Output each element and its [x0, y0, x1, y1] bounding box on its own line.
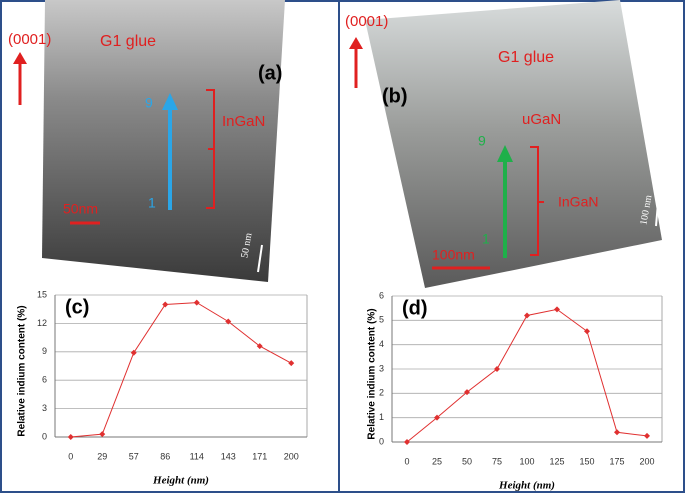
arrow-head	[162, 93, 178, 110]
direction-label: (0001)	[345, 13, 388, 30]
glue-label: G1 glue	[100, 33, 156, 50]
y-tick-label: 12	[37, 318, 47, 328]
x-tick-label: 150	[579, 456, 594, 466]
data-line	[406, 308, 648, 443]
y-axis-label: Relative indium content (%)	[367, 308, 378, 439]
x-tick-label: 75	[492, 456, 502, 466]
y-tick-label: 0	[379, 436, 384, 446]
scale-bar	[257, 244, 263, 273]
y-tick-label: 9	[42, 346, 47, 356]
data-point	[434, 414, 440, 421]
x-tick-label: 200	[284, 451, 299, 461]
x-tick-label: 200	[639, 456, 654, 466]
bracket	[530, 146, 544, 256]
x-tick-label: 171	[252, 451, 267, 461]
x-tick-label: 175	[609, 456, 624, 466]
y-axis-label: Relative indium content (%)	[17, 305, 28, 436]
x-tick-label: 125	[549, 456, 564, 466]
tem-image	[42, 0, 285, 282]
y-tick-label: 3	[42, 403, 47, 413]
scale-bar	[655, 179, 661, 227]
data-point	[130, 349, 137, 356]
bracket	[206, 89, 215, 209]
x-tick-label: 29	[97, 451, 107, 461]
y-tick-label: 0	[42, 431, 47, 441]
x-tick-label: 100	[519, 456, 534, 466]
scale-label: 100nm	[432, 247, 475, 263]
y-tick-label: 2	[379, 388, 384, 398]
x-tick-label: 0	[68, 451, 73, 461]
x-tick-label: 86	[160, 451, 170, 461]
data-point	[225, 318, 232, 325]
x-axis-label: Height (nm)	[152, 475, 209, 487]
data-point	[193, 299, 200, 306]
chart-title: (d)	[402, 297, 428, 319]
tem-image	[365, 0, 662, 288]
x-tick-label: 50	[462, 456, 472, 466]
arrow-head	[497, 145, 513, 162]
data-point	[614, 429, 620, 436]
y-tick-label: 5	[379, 315, 384, 325]
scale-label: 50nm	[63, 201, 98, 217]
cap-label: uGaN	[522, 111, 561, 128]
x-tick-label: 143	[221, 451, 236, 461]
data-point	[584, 328, 590, 335]
bottom-mark: 1	[482, 231, 490, 247]
data-line	[70, 302, 292, 438]
data-point	[554, 306, 560, 313]
layer-label: InGaN	[558, 194, 598, 210]
scale-bar-label: 100 nm	[638, 194, 654, 226]
y-tick-label: 4	[379, 339, 384, 349]
y-tick-label: 15	[37, 289, 47, 299]
data-point	[464, 389, 470, 396]
chart-title: (c)	[65, 296, 89, 318]
scale-bar-label: 50 nm	[239, 232, 254, 259]
data-point	[494, 366, 500, 372]
direction-label: (0001)	[8, 31, 51, 48]
x-tick-label: 57	[129, 451, 139, 461]
x-tick-label: 114	[190, 451, 204, 461]
data-point	[288, 360, 295, 367]
arrow-head	[349, 37, 363, 49]
y-tick-label: 3	[379, 363, 384, 373]
x-tick-label: 25	[432, 456, 442, 466]
panel-label: (b)	[382, 85, 408, 107]
arrow-head	[13, 52, 27, 64]
top-mark: 9	[478, 133, 486, 149]
data-point	[99, 431, 106, 438]
y-tick-label: 6	[42, 375, 47, 385]
layer-label: InGaN	[222, 113, 265, 130]
data-point	[524, 312, 530, 319]
top-mark: 9	[145, 95, 153, 111]
data-point	[404, 439, 410, 445]
bottom-mark: 1	[148, 195, 156, 211]
glue-label: G1 glue	[498, 49, 554, 66]
data-point	[67, 434, 74, 440]
data-point	[644, 432, 650, 439]
y-tick-label: 6	[379, 290, 384, 300]
data-point	[162, 301, 169, 308]
data-point	[256, 343, 263, 350]
y-tick-label: 1	[379, 412, 384, 422]
panel-label: (a)	[258, 62, 282, 84]
x-axis-label: Height (nm)	[498, 480, 555, 492]
x-tick-label: 0	[404, 456, 409, 466]
